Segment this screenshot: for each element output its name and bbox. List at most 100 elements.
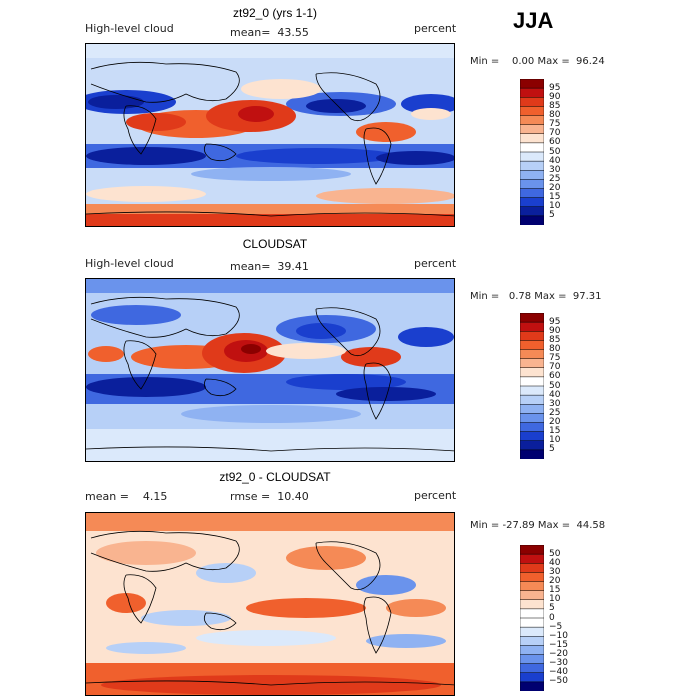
colorbar-tick-label: 80 (549, 110, 561, 120)
panel-1-units-label: percent (414, 22, 457, 35)
panel-3-colorbar (520, 545, 544, 691)
colorbar-tick-label: 20 (549, 576, 561, 586)
colorbar-box (520, 599, 544, 610)
colorbar-box (520, 422, 544, 433)
colorbar-tick-label: 10 (549, 594, 561, 605)
colorbar-tick-label: 30 (549, 398, 561, 409)
colorbar-tick-label: 25 (549, 407, 561, 418)
colorbar-box (520, 331, 544, 341)
colorbar-box (520, 681, 544, 691)
panel-3-colorbar-boxes (520, 545, 544, 691)
season-label: JJA (513, 8, 554, 33)
colorbar-tick-label: 60 (549, 137, 561, 148)
panel-2-title: CLOUDSAT (242, 237, 308, 251)
colorbar-tick-label: −20 (549, 649, 568, 659)
colorbar-box (520, 645, 544, 656)
colorbar-tick-label: 40 (549, 557, 561, 568)
colorbar-box (520, 590, 544, 601)
colorbar-box (520, 97, 544, 107)
colorbar-box (520, 87, 544, 98)
colorbar-tick-label: 25 (549, 173, 561, 184)
colorbar-box (520, 636, 544, 646)
colorbar-box (520, 160, 544, 171)
colorbar-tick-label: 80 (549, 344, 561, 354)
colorbar-tick-label: 30 (549, 566, 561, 577)
panel-2-minmax-label: Min = 0.78 Max = 97.31 (470, 291, 602, 302)
panel-1-colorbar-boxes (520, 79, 544, 225)
panel-1-map (85, 43, 455, 227)
panel-1-map-field (86, 44, 454, 226)
colorbar-box (520, 572, 544, 583)
colorbar-tick-label: 90 (549, 325, 561, 336)
colorbar-box (520, 413, 544, 424)
panel-3-rmse-label: rmse = 10.40 (230, 490, 309, 503)
colorbar-box (520, 206, 544, 217)
colorbar-tick-label: 85 (549, 100, 561, 111)
colorbar-box (520, 133, 544, 144)
panel-2-colorbar-boxes (520, 313, 544, 459)
colorbar-box (520, 367, 544, 378)
colorbar-box (520, 106, 544, 117)
panel-3-map (85, 512, 455, 696)
colorbar-tick-label: 5 (549, 210, 555, 221)
panel-1-title: zt92_0 (yrs 1-1) (232, 6, 318, 20)
colorbar-box (520, 170, 544, 180)
colorbar-tick-label: 75 (549, 353, 561, 364)
colorbar-box (520, 197, 544, 208)
colorbar-box (520, 672, 544, 683)
colorbar-box (520, 404, 544, 414)
colorbar-box (520, 151, 544, 162)
colorbar-box (520, 617, 544, 628)
colorbar-box (520, 663, 544, 674)
colorbar-box (520, 626, 544, 637)
panel-2-map-field (86, 279, 454, 461)
colorbar-tick-label: 20 (549, 183, 561, 193)
colorbar-tick-label: 0 (549, 612, 555, 623)
colorbar-tick-label: 40 (549, 389, 561, 400)
panel-1-variable-label: High-level cloud (85, 22, 174, 35)
colorbar-box (520, 431, 544, 442)
colorbar-tick-label: −5 (549, 621, 563, 632)
panel-3-minmax-label: Min = -27.89 Max = 44.58 (470, 520, 606, 531)
colorbar-box (520, 115, 544, 126)
colorbar-box (520, 545, 544, 555)
colorbar-tick-label: −30 (549, 658, 568, 669)
colorbar-box (520, 358, 544, 369)
colorbar-tick-label: 75 (549, 119, 561, 130)
colorbar-tick-label: 20 (549, 417, 561, 427)
colorbar-box (520, 376, 544, 387)
colorbar-box (520, 385, 544, 396)
panel-3-mean-label: mean = 4.15 (85, 490, 168, 503)
colorbar-box (520, 349, 544, 360)
colorbar-tick-label: 50 (549, 548, 561, 559)
colorbar-tick-label: −10 (549, 630, 568, 641)
colorbar-box (520, 215, 544, 225)
colorbar-box (520, 394, 544, 405)
colorbar-tick-label: 5 (549, 603, 555, 614)
panel-1-mean-label: mean= 43.55 (230, 26, 309, 39)
colorbar-tick-label: −40 (549, 667, 568, 678)
colorbar-box (520, 142, 544, 153)
colorbar-tick-label: 15 (549, 192, 561, 203)
colorbar-box (520, 440, 544, 451)
colorbar-box (520, 581, 544, 592)
colorbar-tick-label: 50 (549, 146, 561, 157)
panel-2-units-label: percent (414, 257, 457, 270)
colorbar-tick-label: 15 (549, 426, 561, 437)
colorbar-box (520, 608, 544, 619)
colorbar-box (520, 313, 544, 323)
colorbar-tick-label: 40 (549, 155, 561, 166)
colorbar-tick-label: 95 (549, 82, 561, 93)
colorbar-box (520, 188, 544, 199)
colorbar-tick-label: 70 (549, 128, 561, 139)
panel-2-colorbar (520, 313, 544, 459)
colorbar-box (520, 124, 544, 135)
panel-3-title: zt92_0 - CLOUDSAT (219, 470, 331, 484)
colorbar-box (520, 321, 544, 332)
colorbar-tick-label: 60 (549, 371, 561, 382)
colorbar-tick-label: 85 (549, 334, 561, 345)
colorbar-box (520, 449, 544, 459)
colorbar-box (520, 79, 544, 89)
panel-2-mean-label: mean= 39.41 (230, 260, 309, 273)
colorbar-tick-label: −50 (549, 676, 568, 687)
